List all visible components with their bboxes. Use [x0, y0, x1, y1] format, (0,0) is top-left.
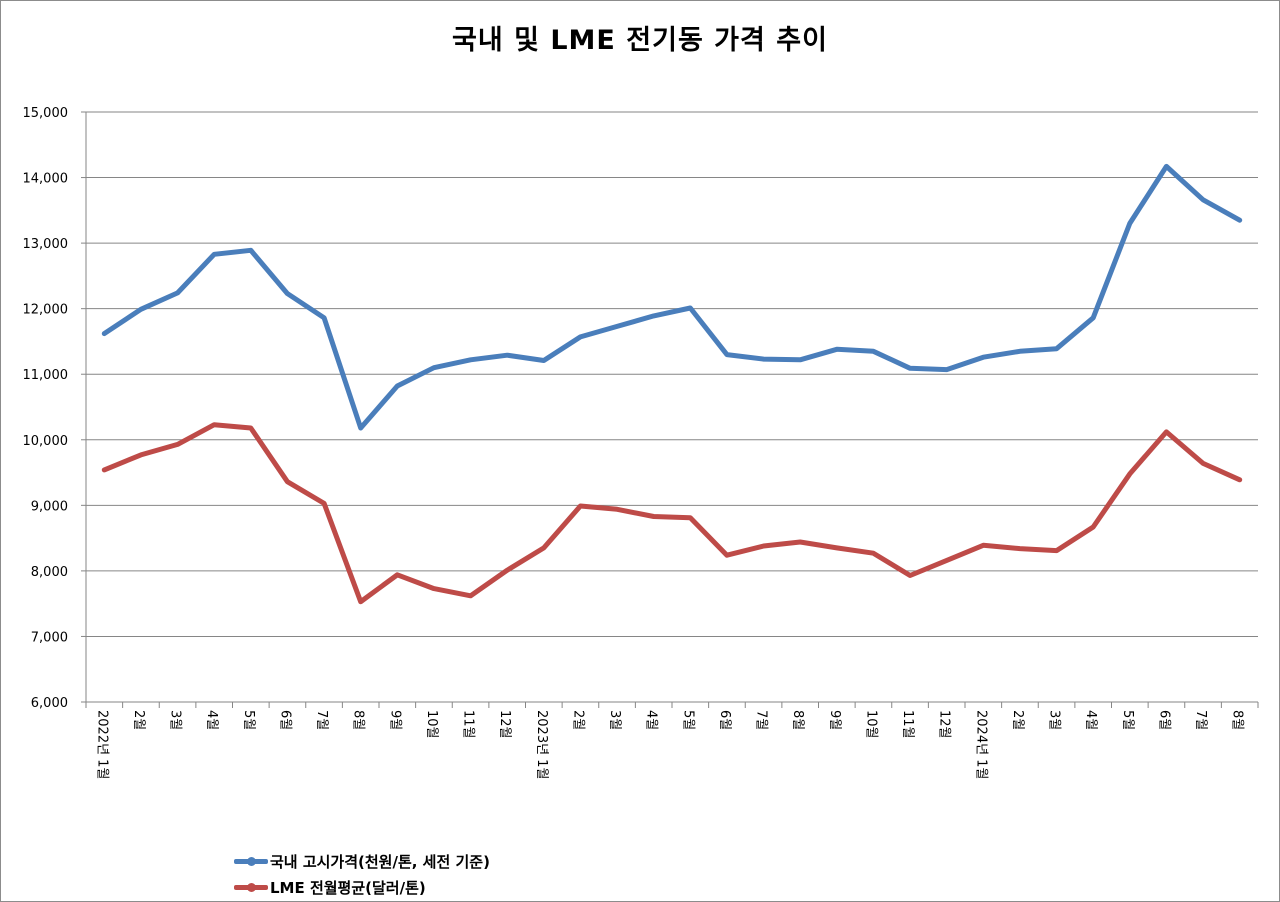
chart-title: 국내 및 LME 전기동 가격 추이 [452, 25, 828, 56]
x-tick-label: 5월 [1120, 710, 1135, 730]
x-tick-label: 4월 [644, 710, 659, 730]
x-tick-label: 2월 [131, 710, 146, 730]
x-tick-label: 3월 [607, 710, 622, 730]
x-tick-label: 7월 [314, 710, 329, 730]
y-tick-label: 12,000 [23, 303, 69, 318]
x-tick-label: 4월 [204, 710, 219, 730]
x-tick-label: 4월 [1083, 710, 1098, 730]
x-tick-label: 2024년 1월 [973, 710, 988, 779]
y-tick-label: 10,000 [23, 434, 69, 449]
y-tick-label: 9,000 [31, 499, 68, 514]
x-tick-label: 8월 [790, 710, 805, 730]
legend-label-series-1: 국내 고시가격(천원/톤, 세전 기준) [270, 853, 490, 871]
x-tick-label: 7월 [1193, 710, 1208, 730]
x-tick-label: 6월 [277, 710, 292, 730]
y-tick-label: 15,000 [23, 106, 69, 121]
x-tick-label: 9월 [827, 710, 842, 730]
x-tick-label: 2월 [1010, 710, 1025, 730]
y-tick-label: 7,000 [31, 630, 68, 645]
x-tick-label: 5월 [680, 710, 695, 730]
legend-item-series-1: 국내 고시가격(천원/톤, 세전 기준) [234, 851, 490, 872]
x-tick-label: 12월 [937, 710, 952, 739]
legend-swatch-series-1 [234, 857, 268, 866]
x-tick-label: 2023년 1월 [534, 710, 549, 779]
x-tick-label: 3월 [168, 710, 183, 730]
series-line-1 [101, 163, 1243, 431]
x-tick-label: 10월 [424, 710, 439, 739]
x-tick-label: 8월 [351, 710, 366, 730]
x-tick-label: 11월 [900, 710, 915, 739]
x-tick-label: 8월 [1230, 710, 1245, 730]
x-tick-label: 9월 [387, 710, 402, 730]
x-tick-label: 12월 [497, 710, 512, 739]
x-tick-label: 3월 [1047, 710, 1062, 730]
legend-swatch-series-2 [234, 883, 268, 892]
y-tick-label: 13,000 [23, 237, 69, 252]
y-tick-label: 11,000 [23, 368, 69, 383]
y-tick-label: 6,000 [31, 696, 68, 711]
x-tick-label: 6월 [1156, 710, 1171, 730]
series-line-2 [101, 422, 1243, 605]
x-tick-label: 10월 [863, 710, 878, 739]
x-tick-label: 6월 [717, 710, 732, 730]
y-tick-label: 8,000 [31, 565, 68, 580]
x-tick-label: 5월 [241, 710, 256, 730]
x-tick-label: 7월 [754, 710, 769, 730]
x-tick-label: 2022년 1월 [94, 710, 109, 779]
x-tick-label: 2월 [570, 710, 585, 730]
legend-label-series-2: LME 전월평균(달러/톤) [270, 879, 426, 897]
y-tick-label: 14,000 [23, 172, 69, 187]
legend-item-series-2: LME 전월평균(달러/톤) [234, 877, 426, 898]
x-tick-label: 11월 [461, 710, 476, 739]
